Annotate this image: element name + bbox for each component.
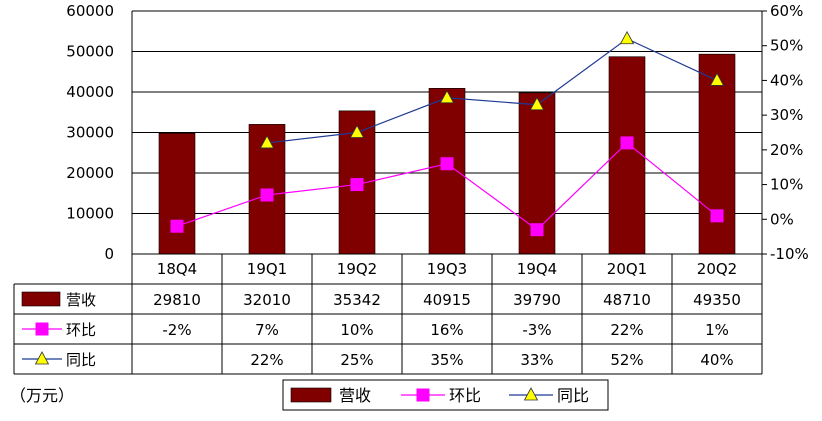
y-right-tick-label: 50% — [770, 37, 803, 55]
table-series-name: 环比 — [66, 321, 96, 339]
square-marker — [35, 322, 49, 336]
square-marker — [170, 219, 184, 233]
y-left-tick-label: 10000 — [66, 205, 114, 223]
legend: 营收 环比 同比 — [282, 379, 609, 411]
table-cell: 22% — [250, 351, 283, 369]
square-marker — [260, 188, 274, 202]
table-cell: 1% — [705, 321, 729, 339]
table-cell: -2% — [162, 321, 191, 339]
y-right-tick-label: 20% — [770, 141, 803, 159]
square-marker — [440, 157, 454, 171]
table-cell: 29810 — [153, 291, 201, 309]
y-right-tick-label: 10% — [770, 176, 803, 194]
revenue-bar — [608, 56, 646, 255]
table-cell: 10% — [340, 321, 373, 339]
legend-box — [282, 379, 609, 411]
x-tick-label: 19Q3 — [427, 260, 467, 278]
square-marker — [620, 136, 634, 150]
y-left-tick-label: 40000 — [66, 83, 114, 101]
triangle-marker — [619, 30, 635, 45]
x-tick-label: 19Q4 — [517, 260, 557, 278]
ratio-lines — [170, 30, 725, 237]
x-tick-label: 19Q2 — [337, 260, 377, 278]
data-table: 18Q4 19Q1 19Q2 19Q3 19Q4 20Q1 20Q2 营收 29810 32010… — [13, 253, 763, 375]
triangle-marker — [529, 96, 545, 111]
y-left-tick-label: 60000 — [66, 2, 114, 20]
legend-key-bar — [290, 387, 332, 403]
x-tick-label: 19Q1 — [247, 260, 287, 278]
table-cell: 22% — [610, 321, 643, 339]
table-cell: 40% — [700, 351, 733, 369]
triangle-marker — [34, 351, 50, 365]
table-cell: 33% — [520, 351, 553, 369]
axes: 0 10000 20000 30000 40000 50000 60000 -10% 0% 10%… — [66, 2, 808, 263]
table-cell: 25% — [340, 351, 373, 369]
table-cell: 39790 — [513, 291, 561, 309]
triangle-marker — [259, 135, 275, 149]
triangle-marker — [439, 89, 455, 104]
table-series-name: 营收 — [66, 291, 96, 309]
table-cell: 16% — [430, 321, 463, 339]
square-marker — [350, 178, 364, 192]
y-right-tick-label: 60% — [770, 2, 803, 20]
square-marker — [416, 388, 430, 402]
triangle-marker — [709, 72, 725, 86]
x-tick-label: 20Q2 — [697, 260, 737, 278]
table-series-name: 同比 — [66, 351, 96, 369]
x-tick-label: 20Q1 — [607, 260, 647, 278]
table-key-bar — [21, 291, 61, 307]
y-left-tick-label: 50000 — [66, 43, 114, 61]
revenue-bars — [158, 53, 736, 255]
triangle-marker — [523, 387, 539, 401]
revenue-bar — [158, 132, 196, 255]
triangle-marker — [349, 124, 365, 138]
table-cell: 49350 — [693, 291, 741, 309]
legend-label: 环比 — [449, 386, 481, 405]
y-left-tick-label: 0 — [104, 245, 114, 263]
table-cell: 35% — [430, 351, 463, 369]
square-marker — [530, 223, 544, 237]
square-marker — [710, 209, 724, 223]
revenue-bar — [428, 87, 466, 255]
yoy-line — [266, 38, 718, 144]
table-cell: 35342 — [333, 291, 381, 309]
legend-label: 营收 — [339, 386, 371, 405]
legend-label: 同比 — [557, 386, 589, 405]
table-cell: 48710 — [603, 291, 651, 309]
y-right-tick-label: -10% — [770, 245, 809, 263]
table-cell: -3% — [522, 321, 551, 339]
table-cell: 32010 — [243, 291, 291, 309]
unit-note: （万元） — [10, 386, 74, 405]
y-left-tick-label: 30000 — [66, 124, 114, 142]
table-cell: 7% — [255, 321, 279, 339]
x-tick-label: 18Q4 — [157, 260, 197, 278]
y-right-tick-label: 40% — [770, 71, 803, 89]
y-left-tick-label: 20000 — [66, 164, 114, 182]
table-cell: 52% — [610, 351, 643, 369]
y-right-tick-label: 30% — [770, 106, 803, 124]
table-cell: 40915 — [423, 291, 471, 309]
y-right-tick-label: 0% — [770, 210, 794, 228]
